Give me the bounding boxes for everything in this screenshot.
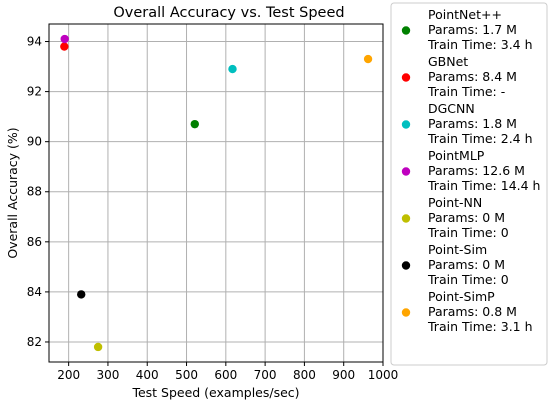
legend-entry-text: Params: 0 M xyxy=(428,210,505,225)
legend-entry-text: Train Time: 0 xyxy=(427,272,509,287)
legend-entry-text: Params: 12.6 M xyxy=(428,163,525,178)
legend-entry-text: DGCNN xyxy=(428,101,475,116)
data-point xyxy=(190,119,199,129)
x-tick-label: 200 xyxy=(57,368,80,382)
chart-title: Overall Accuracy vs. Test Speed xyxy=(113,5,344,21)
legend-entry-text: Train Time: 3.4 h xyxy=(427,37,533,52)
legend-marker xyxy=(401,120,411,129)
legend-box xyxy=(390,2,548,366)
x-tick-label: 300 xyxy=(96,368,119,382)
x-tick-label: 400 xyxy=(136,368,159,382)
x-tick-label: 800 xyxy=(293,368,316,382)
data-point xyxy=(363,54,373,64)
y-tick-label: 86 xyxy=(27,235,42,249)
x-tick-label: 600 xyxy=(214,368,237,382)
legend-marker xyxy=(401,167,411,176)
legend-entry-text: Train Time: 2.4 h xyxy=(427,131,533,146)
legend-entry-text: Point-NN xyxy=(428,195,482,210)
y-axis-ticks: 82 84 86 88 90 92 94 xyxy=(27,35,49,349)
legend-entry-text: Params: 1.7 M xyxy=(428,22,517,37)
legend-entry-text: Params: 8.4 M xyxy=(428,69,517,84)
y-tick-label: 92 xyxy=(27,85,42,99)
legend-entry-text: Train Time: 14.4 h xyxy=(427,178,540,193)
y-tick-label: 84 xyxy=(27,285,42,299)
data-point xyxy=(93,342,103,352)
legend-entry-text: Train Time: 3.1 h xyxy=(427,319,533,334)
legend-marker xyxy=(401,214,411,223)
data-points xyxy=(60,34,373,352)
legend-entry-text: Params: 0 M xyxy=(428,257,505,272)
x-axis-label: Test Speed (examples/sec) xyxy=(131,385,299,400)
legend-marker xyxy=(401,26,411,35)
legend-entry-text: Params: 0.8 M xyxy=(428,304,517,319)
y-tick-label: 94 xyxy=(27,35,42,49)
legend-marker xyxy=(401,308,411,317)
legend-entry-text: Params: 1.8 M xyxy=(428,116,517,131)
x-axis-ticks: 200 300 400 500 600 700 800 900 1000 xyxy=(57,362,398,382)
y-tick-label: 88 xyxy=(27,185,42,199)
plot-frame xyxy=(48,23,384,363)
y-tick-label: 90 xyxy=(27,135,42,149)
legend-entry-text: GBNet xyxy=(428,54,468,69)
data-point xyxy=(60,42,69,51)
y-axis-label: Overall Accuracy (%) xyxy=(5,127,20,258)
y-tick-label: 82 xyxy=(27,335,42,349)
x-tick-label: 1000 xyxy=(368,368,399,382)
x-tick-label: 900 xyxy=(332,368,355,382)
x-tick-label: 500 xyxy=(175,368,198,382)
grid-lines xyxy=(49,24,384,362)
legend-entry-text: PointMLP xyxy=(428,148,485,163)
data-point xyxy=(77,290,86,299)
data-point xyxy=(60,34,69,44)
x-tick-label: 700 xyxy=(254,368,277,382)
legend-entry-text: Train Time: 0 xyxy=(427,225,509,240)
legend-marker xyxy=(401,261,411,270)
legend-entry-text: PointNet++ xyxy=(428,7,502,22)
legend-marker xyxy=(401,73,411,82)
legend-entry-text: Point-Sim xyxy=(428,242,487,257)
legend-entry-text: Train Time: - xyxy=(427,84,505,99)
data-point xyxy=(228,64,237,74)
legend-entry-text: Point-SimP xyxy=(428,289,495,304)
